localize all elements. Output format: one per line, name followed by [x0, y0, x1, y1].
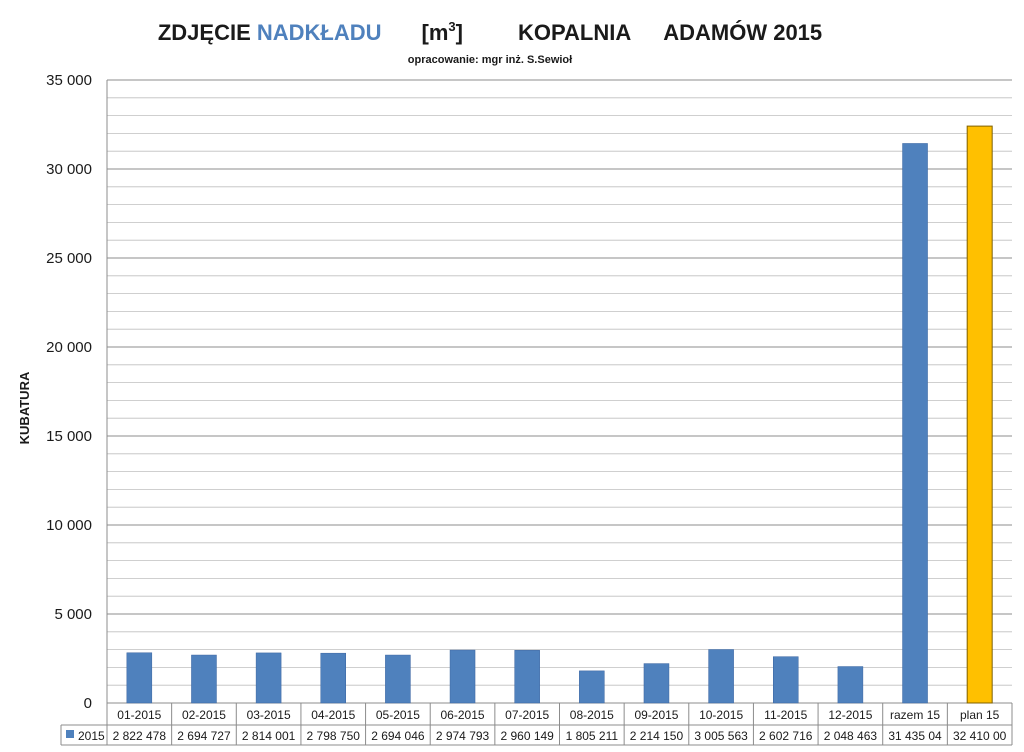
bar — [579, 670, 605, 704]
title-part3: ADAMÓW 2015 — [663, 20, 822, 45]
x-tick-label: 07-2015 — [505, 708, 549, 722]
y-tick-label: 20 000 — [46, 339, 92, 356]
y-tick-label: 10 000 — [46, 517, 92, 534]
bar — [191, 654, 217, 704]
bar — [449, 649, 476, 704]
bar — [837, 666, 864, 704]
data-label: 3 005 563 — [694, 729, 748, 743]
data-label: 1 805 211 — [566, 729, 619, 743]
data-label: 2 960 149 — [500, 729, 554, 743]
data-label: 31 435 04 — [888, 729, 942, 743]
bar — [514, 650, 540, 704]
data-label: 2 214 150 — [630, 729, 684, 743]
chart-subtitle: opracowanie: mgr inż. S.Sewioł — [408, 54, 572, 66]
x-tick-label: 11-2015 — [764, 708, 807, 722]
x-tick-label: 05-2015 — [376, 708, 420, 722]
y-tick-label: 0 — [84, 695, 92, 712]
x-tick-label: razem 15 — [890, 708, 940, 722]
y-axis-tick-labels: 0 5 000 10 000 15 000 20 000 25 000 30 000 35 0… — [46, 72, 92, 712]
data-label: 2 694 046 — [371, 729, 425, 743]
title-unit-base: [m — [422, 20, 449, 45]
bar — [902, 143, 928, 704]
y-tick-label: 30 000 — [46, 161, 92, 178]
bar — [773, 656, 799, 704]
title-unit-close: ] — [456, 20, 463, 45]
chart-title: ZDJĘCIE NADKŁADU [m3] KOPALNIA ADAMÓW 2015 — [158, 19, 822, 45]
x-tick-label: 06-2015 — [441, 708, 485, 722]
legend-label: 2015 — [78, 729, 105, 743]
title-part2: KOPALNIA — [518, 20, 631, 45]
bars — [126, 125, 993, 704]
data-label: 2 974 793 — [436, 729, 490, 743]
gridlines — [106, 79, 1012, 704]
x-tick-label: 03-2015 — [247, 708, 291, 722]
legend-swatch — [66, 730, 74, 738]
bar — [385, 654, 411, 704]
title-unit-sup: 3 — [448, 19, 455, 34]
data-label: 2 822 478 — [113, 729, 167, 743]
y-tick-label: 5 000 — [54, 606, 92, 623]
data-label: 2 814 001 — [242, 729, 296, 743]
data-label: 2 602 716 — [759, 729, 813, 743]
x-tick-label: 09-2015 — [634, 708, 678, 722]
x-tick-label: 04-2015 — [311, 708, 355, 722]
data-label: 2 694 727 — [177, 729, 231, 743]
bar — [126, 652, 153, 704]
bar — [966, 125, 993, 704]
x-tick-label: 02-2015 — [182, 708, 226, 722]
y-tick-label: 35 000 — [46, 72, 92, 89]
x-tick-label: 08-2015 — [570, 708, 614, 722]
y-tick-label: 15 000 — [46, 428, 92, 445]
data-label: 32 410 00 — [953, 729, 1007, 743]
title-highlight: NADKŁADU — [257, 20, 382, 45]
y-axis-label: KUBATURA — [17, 371, 32, 444]
bar — [643, 663, 670, 704]
x-tick-label: 10-2015 — [699, 708, 743, 722]
x-tick-label: 01-2015 — [117, 708, 161, 722]
y-tick-label: 25 000 — [46, 250, 92, 267]
title-part1: ZDJĘCIE — [158, 20, 257, 45]
bar — [255, 652, 282, 704]
x-tick-label: plan 15 — [960, 708, 1000, 722]
data-label: 2 798 750 — [307, 729, 361, 743]
bar — [320, 652, 346, 704]
x-tick-label: 12-2015 — [828, 708, 872, 722]
data-label: 2 048 463 — [824, 729, 878, 743]
data-table: 01-2015 02-2015 03-2015 04-2015 05-2015 06-20… — [60, 703, 1013, 746]
bar — [708, 649, 734, 704]
